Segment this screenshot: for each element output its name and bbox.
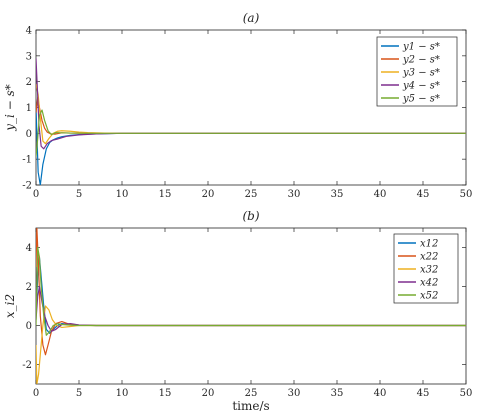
x-tick-label: 15 <box>159 388 172 399</box>
x-tick-label: 30 <box>288 189 301 200</box>
y-tick-label: 1 <box>26 103 32 114</box>
legend-label-4: y4 − s* <box>402 81 440 92</box>
series-line-5 <box>36 109 466 157</box>
y-tick-label: -1 <box>22 155 32 166</box>
y-tick-label: 4 <box>26 26 32 37</box>
legend: x12 x22 x32 x42 x52 <box>393 233 459 304</box>
x-tick-label: 40 <box>374 189 387 200</box>
y-tick-label: 3 <box>26 51 32 62</box>
y-tick-label: 2 <box>26 77 32 88</box>
y-axis-label: y_i − s* <box>3 84 17 131</box>
legend-label-4: x42 <box>420 278 438 289</box>
y-tick-label: 2 <box>26 282 32 293</box>
x-tick-label: 10 <box>116 189 129 200</box>
x-tick-label: 0 <box>33 388 39 399</box>
x-tick-label: 25 <box>245 388 258 399</box>
x-axis-label: time/s <box>232 399 269 413</box>
x-tick-label: 35 <box>331 388 344 399</box>
x-tick-label: 10 <box>116 388 129 399</box>
legend-box <box>393 233 459 304</box>
series-lines <box>36 58 466 185</box>
y-tick-label: 0 <box>26 129 32 140</box>
subplot-b: 0 5 10 15 20 25 30 35 40 45 50 -2 0 2 4 (b) x_i2 time/s x1… <box>3 209 472 413</box>
series-lines <box>36 228 466 384</box>
legend-label-1: x12 <box>420 239 438 250</box>
legend-label-2: y2 − s* <box>402 55 440 66</box>
legend: y1 − s* y2 − s* y3 − s* y4 − s* y5 − s* <box>376 36 458 107</box>
y-tick-label: -2 <box>22 360 32 371</box>
x-tick-label: 20 <box>202 189 215 200</box>
legend-label-5: y5 − s* <box>402 94 440 105</box>
y-tick-label: 4 <box>26 243 32 254</box>
x-tick-label: 30 <box>288 388 301 399</box>
x-tick-label: 35 <box>331 189 344 200</box>
subplot-title: (a) <box>243 11 260 25</box>
x-tick-label: 15 <box>159 189 172 200</box>
x-tick-label: 25 <box>245 189 258 200</box>
series-line-5 <box>36 246 466 336</box>
legend-label-1: y1 − s* <box>402 42 440 53</box>
x-tick-label: 45 <box>417 388 430 399</box>
x-tick-label: 20 <box>202 388 215 399</box>
x-tick-label: 5 <box>76 388 82 399</box>
legend-label-5: x52 <box>420 291 438 302</box>
subplot-a: 0 5 10 15 20 25 30 35 40 45 50 -2 -1 0 1 2 3 4 (a) y_i − s*… <box>3 11 472 200</box>
subplot-title: (b) <box>242 209 259 223</box>
series-line-3 <box>36 305 466 384</box>
legend-label-3: y3 − s* <box>402 68 440 79</box>
x-tick-label: 5 <box>76 189 82 200</box>
y-tick-label: -2 <box>22 181 32 192</box>
x-tick-label: 45 <box>417 189 430 200</box>
x-tick-label: 0 <box>33 189 39 200</box>
legend-label-3: x32 <box>420 265 438 276</box>
x-tick-label: 40 <box>374 388 387 399</box>
y-tick-label: 0 <box>26 321 32 332</box>
series-line-1 <box>36 107 466 185</box>
legend-label-2: x22 <box>420 252 438 263</box>
x-tick-label: 50 <box>460 189 473 200</box>
y-axis-label: x_i2 <box>3 294 17 318</box>
x-tick-label: 50 <box>460 388 473 399</box>
